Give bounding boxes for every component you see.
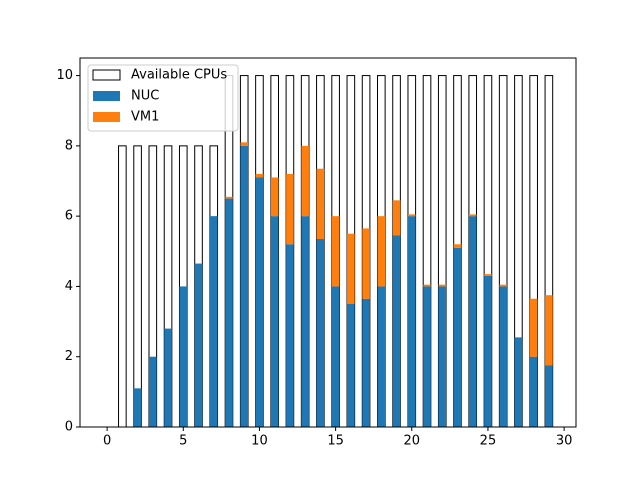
y-tick-label: 2 — [65, 349, 73, 364]
bar — [545, 295, 553, 366]
x-tick-label: 10 — [251, 434, 268, 449]
legend-swatch — [93, 112, 120, 122]
bar — [149, 356, 157, 427]
x-tick-label: 0 — [103, 434, 111, 449]
bar — [468, 214, 477, 217]
bar — [499, 286, 507, 427]
y-tick-label: 8 — [65, 138, 73, 153]
legend-label: Available CPUs — [131, 68, 227, 83]
bar — [270, 177, 279, 217]
bar — [362, 228, 370, 299]
y-tick-label: 6 — [65, 209, 73, 224]
bar — [468, 216, 477, 427]
bar — [392, 235, 401, 427]
y-tick-label: 10 — [56, 68, 73, 83]
bar — [347, 233, 355, 304]
bar — [331, 286, 340, 427]
x-tick-label: 30 — [556, 434, 573, 449]
bar — [286, 173, 294, 245]
bar — [301, 145, 309, 217]
bar — [484, 274, 492, 276]
x-tick-label: 5 — [179, 434, 187, 449]
bar — [225, 198, 233, 427]
bar — [255, 177, 264, 427]
bar — [240, 145, 249, 427]
bar — [438, 284, 447, 287]
bar — [545, 365, 553, 427]
bar — [179, 286, 188, 427]
bar — [423, 286, 431, 427]
bar — [194, 263, 203, 427]
x-tick-label: 20 — [404, 434, 421, 449]
x-tick-label: 25 — [480, 434, 497, 449]
bar — [362, 298, 370, 427]
legend-label: NUC — [131, 89, 159, 104]
legend-swatch — [93, 91, 120, 101]
bar — [514, 337, 523, 427]
bar — [164, 328, 172, 427]
bar — [118, 145, 127, 428]
bar — [347, 304, 355, 427]
y-tick-label: 4 — [65, 279, 73, 294]
bar — [316, 168, 325, 239]
bar — [499, 284, 507, 287]
x-tick-label: 15 — [327, 434, 344, 449]
bar — [484, 275, 492, 427]
bar — [407, 216, 416, 427]
legend-box — [87, 64, 239, 132]
bar — [270, 216, 279, 427]
y-tick-label: 0 — [65, 420, 73, 435]
bar — [377, 216, 386, 287]
bar — [133, 388, 142, 427]
bar — [407, 214, 416, 217]
legend: Available CPUs NUC VM1 — [87, 64, 239, 132]
bar — [209, 216, 218, 427]
bar — [423, 284, 431, 287]
bar — [529, 298, 538, 357]
bar — [392, 200, 401, 236]
bar — [225, 196, 233, 199]
bar — [438, 286, 447, 427]
bar — [331, 216, 340, 287]
bar — [453, 247, 462, 427]
axes-frame — [79, 57, 577, 428]
legend-label: VM1 — [131, 110, 159, 125]
bar — [255, 173, 264, 178]
legend-swatch — [92, 69, 121, 81]
bar — [301, 216, 309, 427]
bar — [133, 145, 142, 428]
bar — [240, 142, 249, 146]
bar — [453, 244, 462, 248]
bar — [316, 238, 325, 427]
bar — [286, 244, 294, 427]
bar — [529, 356, 538, 427]
bar — [377, 286, 386, 427]
